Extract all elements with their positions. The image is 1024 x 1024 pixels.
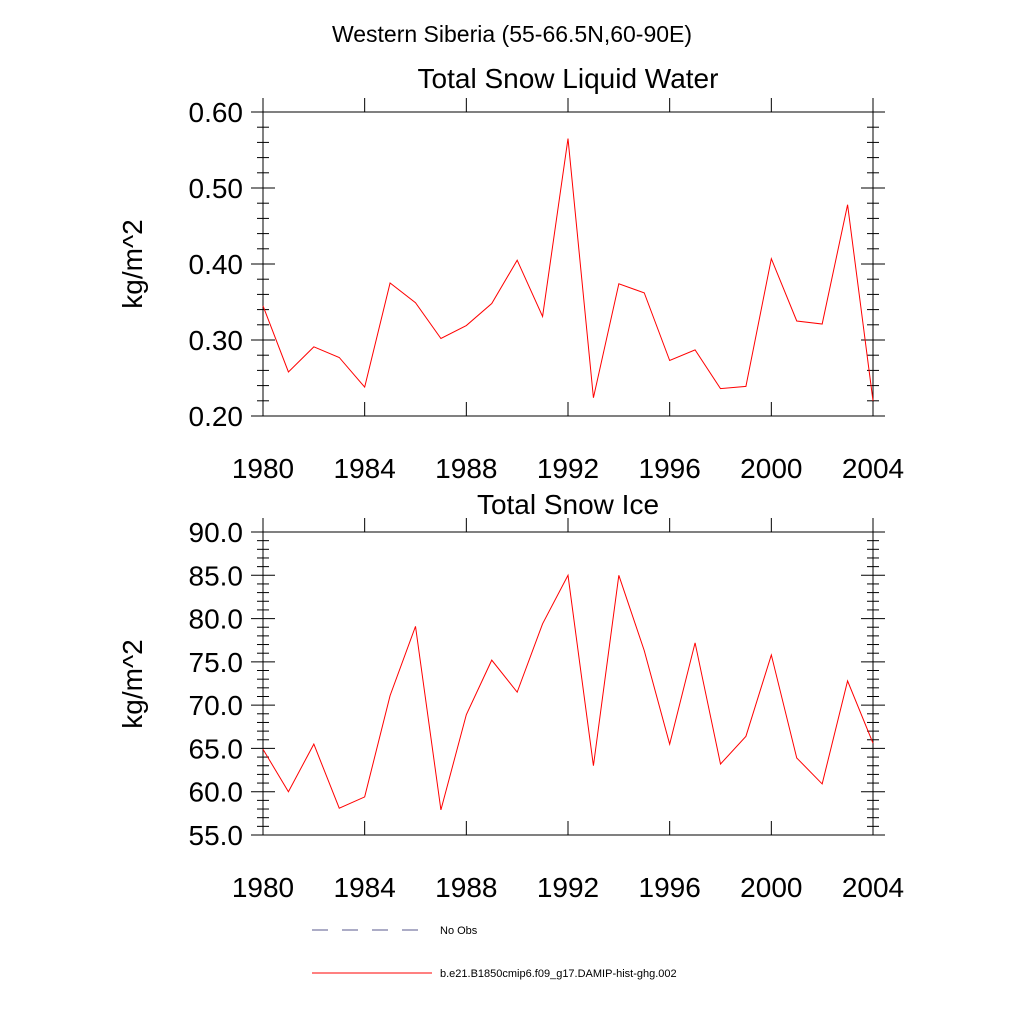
x-tick-label: 1984 bbox=[334, 872, 396, 903]
y-tick-label: 75.0 bbox=[189, 647, 244, 678]
y-tick-label: 70.0 bbox=[189, 690, 244, 721]
y-axis-label: kg/m^2 bbox=[117, 639, 148, 728]
x-tick-label: 1980 bbox=[232, 453, 294, 484]
figure-suptitle: Western Siberia (55-66.5N,60-90E) bbox=[332, 21, 692, 47]
y-tick-label: 80.0 bbox=[189, 604, 244, 635]
y-tick-label: 65.0 bbox=[189, 733, 244, 764]
series-line bbox=[262, 573, 874, 811]
series-line bbox=[262, 138, 874, 401]
x-tick-label: 2004 bbox=[842, 872, 904, 903]
y-tick-label: 0.50 bbox=[189, 173, 244, 204]
x-tick-label: 1988 bbox=[435, 453, 497, 484]
y-tick-label: 0.20 bbox=[189, 401, 244, 432]
plot-area: 1980 1984 1988 1992 1996 2000 2004 0.20 0.30 0.40… bbox=[189, 97, 905, 484]
y-tick-label: 55.0 bbox=[189, 820, 244, 851]
chart-panel-liquid-water: Total Snow Liquid Water kg/m^2 1980 1984 1… bbox=[117, 63, 904, 484]
x-tick-label: 1980 bbox=[232, 872, 294, 903]
x-tick-label: 1992 bbox=[537, 453, 599, 484]
chart-title: Total Snow Liquid Water bbox=[418, 63, 719, 94]
y-tick-label: 90.0 bbox=[189, 517, 244, 548]
y-tick-label: 85.0 bbox=[189, 560, 244, 591]
x-tick-label: 1988 bbox=[435, 872, 497, 903]
plot-area: 1980 1984 1988 1992 1996 2000 2004 55.0 60.0 65.0… bbox=[189, 517, 905, 903]
x-tick-label: 1996 bbox=[639, 872, 701, 903]
x-tick-label: 2004 bbox=[842, 453, 904, 484]
y-tick-label: 0.60 bbox=[189, 97, 244, 128]
y-axis-label: kg/m^2 bbox=[117, 219, 148, 308]
chart-title: Total Snow Ice bbox=[477, 489, 659, 520]
y-tick-label: 0.40 bbox=[189, 249, 244, 280]
y-tick-label: 60.0 bbox=[189, 777, 244, 808]
x-tick-label: 2000 bbox=[740, 872, 802, 903]
x-tick-label: 1984 bbox=[334, 453, 396, 484]
x-tick-label: 2000 bbox=[740, 453, 802, 484]
legend-label: No Obs bbox=[440, 925, 478, 937]
legend: No Obs b.e21.B1850cmip6.f09_g17.DAMIP-hi… bbox=[312, 925, 677, 980]
x-tick-label: 1992 bbox=[537, 872, 599, 903]
x-tick-label: 1996 bbox=[639, 453, 701, 484]
y-tick-label: 0.30 bbox=[189, 325, 244, 356]
legend-label: b.e21.B1850cmip6.f09_g17.DAMIP-hist-ghg.… bbox=[440, 968, 677, 980]
chart-panel-snow-ice: Total Snow Ice kg/m^2 1980 1984 1988 1992 19… bbox=[117, 489, 904, 903]
plot-frame bbox=[262, 111, 874, 417]
